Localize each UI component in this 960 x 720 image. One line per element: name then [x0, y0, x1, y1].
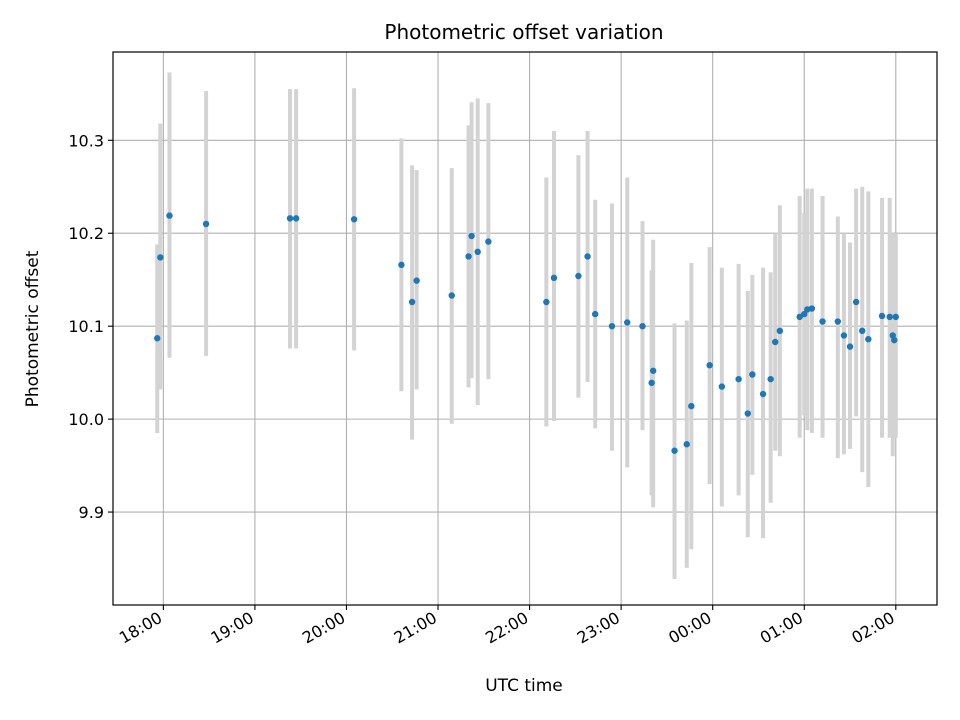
y-tick-label: 9.9	[79, 503, 104, 522]
x-axis-title: UTC time	[485, 676, 563, 696]
data-point	[286, 215, 294, 222]
data-point	[878, 312, 886, 320]
data-point	[550, 274, 558, 282]
data-point	[608, 322, 616, 330]
y-axis-title: Photometric offset	[23, 250, 43, 407]
data-point	[591, 310, 599, 318]
data-point	[767, 375, 774, 383]
x-tick-label: 20:00	[299, 608, 348, 648]
data-point	[840, 332, 848, 339]
data-point	[852, 298, 860, 306]
x-tick-label: 00:00	[665, 608, 714, 648]
data-point	[718, 383, 726, 390]
data-point	[772, 338, 779, 346]
data-point	[688, 402, 695, 410]
data-point	[859, 327, 866, 335]
data-point	[448, 292, 455, 299]
data-point	[846, 343, 854, 350]
data-point	[202, 220, 210, 228]
data-point	[808, 305, 816, 312]
data-point	[865, 335, 872, 343]
data-point	[735, 375, 742, 383]
data-point	[154, 335, 161, 342]
data-point	[706, 362, 713, 369]
data-point	[796, 313, 803, 321]
chart-title: Photometric offset variation	[384, 20, 663, 44]
data-point	[834, 318, 842, 325]
data-point	[485, 238, 492, 245]
data-point	[465, 253, 472, 260]
data-point	[413, 277, 420, 284]
data-point	[575, 272, 582, 280]
data-point	[759, 390, 767, 398]
x-tick-label: 22:00	[482, 608, 531, 648]
x-tick-label: 21:00	[391, 608, 440, 648]
data-point	[639, 322, 646, 330]
data-point	[350, 216, 358, 223]
plot-frame	[112, 51, 938, 606]
data-point	[398, 261, 405, 269]
data-point	[157, 254, 164, 261]
x-tick-label: 18:00	[116, 608, 165, 648]
data-point	[801, 310, 808, 318]
x-tick-label: 01:00	[757, 608, 806, 648]
y-tick-label: 10.1	[68, 317, 104, 336]
x-tick-label: 19:00	[207, 608, 256, 648]
x-tick-label: 23:00	[574, 608, 623, 648]
data-point	[292, 215, 300, 222]
data-point	[749, 371, 756, 378]
data-point	[776, 327, 784, 335]
data-point	[671, 447, 678, 454]
data-point	[886, 313, 893, 321]
data-point	[648, 379, 655, 387]
x-tick-label: 02:00	[848, 608, 897, 648]
data-point	[744, 410, 751, 417]
data-point	[683, 441, 690, 448]
data-point	[649, 367, 657, 374]
data-point	[584, 253, 591, 260]
data-point	[892, 313, 899, 321]
data-point	[474, 248, 481, 256]
data-point	[543, 298, 550, 306]
y-tick-label: 10.3	[68, 131, 104, 150]
data-point	[166, 212, 173, 219]
data-point	[624, 319, 631, 326]
y-axis: 9.9 10.0 10.1 10.2 10.3	[68, 131, 113, 522]
data-point	[468, 232, 475, 240]
data-point	[408, 298, 416, 306]
x-axis: 18:00 19:00 20:00 21:00 22:00 23:00 00:00 01:00…	[116, 605, 898, 648]
y-tick-label: 10.0	[68, 410, 104, 429]
data-points	[154, 212, 899, 454]
data-point	[819, 318, 826, 325]
y-tick-label: 10.2	[68, 224, 104, 243]
data-point	[891, 336, 898, 344]
